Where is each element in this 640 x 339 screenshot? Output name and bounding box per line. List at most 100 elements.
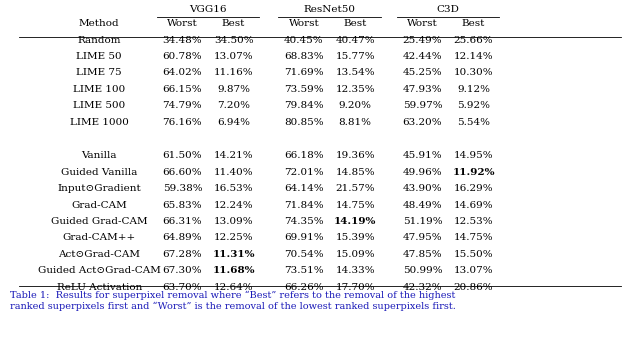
Text: 14.33%: 14.33% bbox=[335, 266, 375, 275]
Text: 12.53%: 12.53% bbox=[454, 217, 493, 226]
Text: Best: Best bbox=[462, 19, 485, 28]
Text: 43.90%: 43.90% bbox=[403, 184, 442, 193]
Text: LIME 50: LIME 50 bbox=[76, 52, 122, 61]
Text: 42.32%: 42.32% bbox=[403, 283, 442, 292]
Text: 50.99%: 50.99% bbox=[403, 266, 442, 275]
Text: 34.50%: 34.50% bbox=[214, 36, 253, 45]
Text: 51.19%: 51.19% bbox=[403, 217, 442, 226]
Text: Random: Random bbox=[77, 36, 121, 45]
Text: 65.83%: 65.83% bbox=[163, 201, 202, 210]
Text: 47.93%: 47.93% bbox=[403, 85, 442, 94]
Text: 14.75%: 14.75% bbox=[335, 201, 375, 210]
Text: VGG16: VGG16 bbox=[189, 5, 227, 14]
Text: 15.09%: 15.09% bbox=[335, 250, 375, 259]
Text: 14.19%: 14.19% bbox=[334, 217, 376, 226]
Text: 12.35%: 12.35% bbox=[335, 85, 375, 94]
Text: 80.85%: 80.85% bbox=[284, 118, 324, 127]
Text: 16.29%: 16.29% bbox=[454, 184, 493, 193]
Text: 14.69%: 14.69% bbox=[454, 201, 493, 210]
Text: 64.89%: 64.89% bbox=[163, 234, 202, 242]
Text: 11.16%: 11.16% bbox=[214, 68, 253, 78]
Text: 21.57%: 21.57% bbox=[335, 184, 375, 193]
Text: 5.54%: 5.54% bbox=[457, 118, 490, 127]
Text: 45.25%: 45.25% bbox=[403, 68, 442, 78]
Text: 5.92%: 5.92% bbox=[457, 101, 490, 111]
Text: ResNet50: ResNet50 bbox=[303, 5, 356, 14]
Text: 7.20%: 7.20% bbox=[217, 101, 250, 111]
Text: 63.20%: 63.20% bbox=[403, 118, 442, 127]
Text: Grad-CAM++: Grad-CAM++ bbox=[63, 234, 136, 242]
Text: 73.51%: 73.51% bbox=[284, 266, 324, 275]
Text: LIME 100: LIME 100 bbox=[73, 85, 125, 94]
Text: 13.09%: 13.09% bbox=[214, 217, 253, 226]
Text: 11.31%: 11.31% bbox=[212, 250, 255, 259]
Text: 14.75%: 14.75% bbox=[454, 234, 493, 242]
Text: Table 1:  Results for superpixel removal where “Best” refers to the removal of t: Table 1: Results for superpixel removal … bbox=[10, 291, 456, 311]
Text: Worst: Worst bbox=[289, 19, 319, 28]
Text: Worst: Worst bbox=[167, 19, 198, 28]
Text: 13.07%: 13.07% bbox=[214, 52, 253, 61]
Text: 12.24%: 12.24% bbox=[214, 201, 253, 210]
Text: 9.12%: 9.12% bbox=[457, 85, 490, 94]
Text: ReLU Activation: ReLU Activation bbox=[56, 283, 142, 292]
Text: 59.97%: 59.97% bbox=[403, 101, 442, 111]
Text: 70.54%: 70.54% bbox=[284, 250, 324, 259]
Text: 74.79%: 74.79% bbox=[163, 101, 202, 111]
Text: 79.84%: 79.84% bbox=[284, 101, 324, 111]
Text: Best: Best bbox=[344, 19, 367, 28]
Text: 66.26%: 66.26% bbox=[284, 283, 324, 292]
Text: Grad-CAM: Grad-CAM bbox=[71, 201, 127, 210]
Text: 42.44%: 42.44% bbox=[403, 52, 442, 61]
Text: 73.59%: 73.59% bbox=[284, 85, 324, 94]
Text: 6.94%: 6.94% bbox=[217, 118, 250, 127]
Text: 47.95%: 47.95% bbox=[403, 234, 442, 242]
Text: 64.02%: 64.02% bbox=[163, 68, 202, 78]
Text: 10.30%: 10.30% bbox=[454, 68, 493, 78]
Text: 11.92%: 11.92% bbox=[452, 168, 495, 177]
Text: 12.64%: 12.64% bbox=[214, 283, 253, 292]
Text: 15.39%: 15.39% bbox=[335, 234, 375, 242]
Text: C3D: C3D bbox=[436, 5, 460, 14]
Text: 74.35%: 74.35% bbox=[284, 217, 324, 226]
Text: 69.91%: 69.91% bbox=[284, 234, 324, 242]
Text: Vanilla: Vanilla bbox=[81, 151, 117, 160]
Text: 72.01%: 72.01% bbox=[284, 168, 324, 177]
Text: Best: Best bbox=[222, 19, 245, 28]
Text: LIME 1000: LIME 1000 bbox=[70, 118, 129, 127]
Text: 25.49%: 25.49% bbox=[403, 36, 442, 45]
Text: 14.95%: 14.95% bbox=[454, 151, 493, 160]
Text: 34.48%: 34.48% bbox=[163, 36, 202, 45]
Text: 40.45%: 40.45% bbox=[284, 36, 324, 45]
Text: 76.16%: 76.16% bbox=[163, 118, 202, 127]
Text: 66.31%: 66.31% bbox=[163, 217, 202, 226]
Text: 66.15%: 66.15% bbox=[163, 85, 202, 94]
Text: LIME 75: LIME 75 bbox=[76, 68, 122, 78]
Text: 14.21%: 14.21% bbox=[214, 151, 253, 160]
Text: 12.14%: 12.14% bbox=[454, 52, 493, 61]
Text: 71.69%: 71.69% bbox=[284, 68, 324, 78]
Text: 20.86%: 20.86% bbox=[454, 283, 493, 292]
Text: Act⊙Grad-CAM: Act⊙Grad-CAM bbox=[58, 250, 140, 259]
Text: 13.54%: 13.54% bbox=[335, 68, 375, 78]
Text: 9.87%: 9.87% bbox=[217, 85, 250, 94]
Text: Guided Grad-CAM: Guided Grad-CAM bbox=[51, 217, 147, 226]
Text: 67.30%: 67.30% bbox=[163, 266, 202, 275]
Text: 13.07%: 13.07% bbox=[454, 266, 493, 275]
Text: 14.85%: 14.85% bbox=[335, 168, 375, 177]
Text: 61.50%: 61.50% bbox=[163, 151, 202, 160]
Text: 9.20%: 9.20% bbox=[339, 101, 372, 111]
Text: 11.68%: 11.68% bbox=[212, 266, 255, 275]
Text: 67.28%: 67.28% bbox=[163, 250, 202, 259]
Text: 16.53%: 16.53% bbox=[214, 184, 253, 193]
Text: 63.70%: 63.70% bbox=[163, 283, 202, 292]
Text: Guided Vanilla: Guided Vanilla bbox=[61, 168, 138, 177]
Text: 68.83%: 68.83% bbox=[284, 52, 324, 61]
Text: 12.25%: 12.25% bbox=[214, 234, 253, 242]
Text: 66.18%: 66.18% bbox=[284, 151, 324, 160]
Text: 25.66%: 25.66% bbox=[454, 36, 493, 45]
Text: 11.40%: 11.40% bbox=[214, 168, 253, 177]
Text: 8.81%: 8.81% bbox=[339, 118, 372, 127]
Text: 15.77%: 15.77% bbox=[335, 52, 375, 61]
Text: 17.70%: 17.70% bbox=[335, 283, 375, 292]
Text: 59.38%: 59.38% bbox=[163, 184, 202, 193]
